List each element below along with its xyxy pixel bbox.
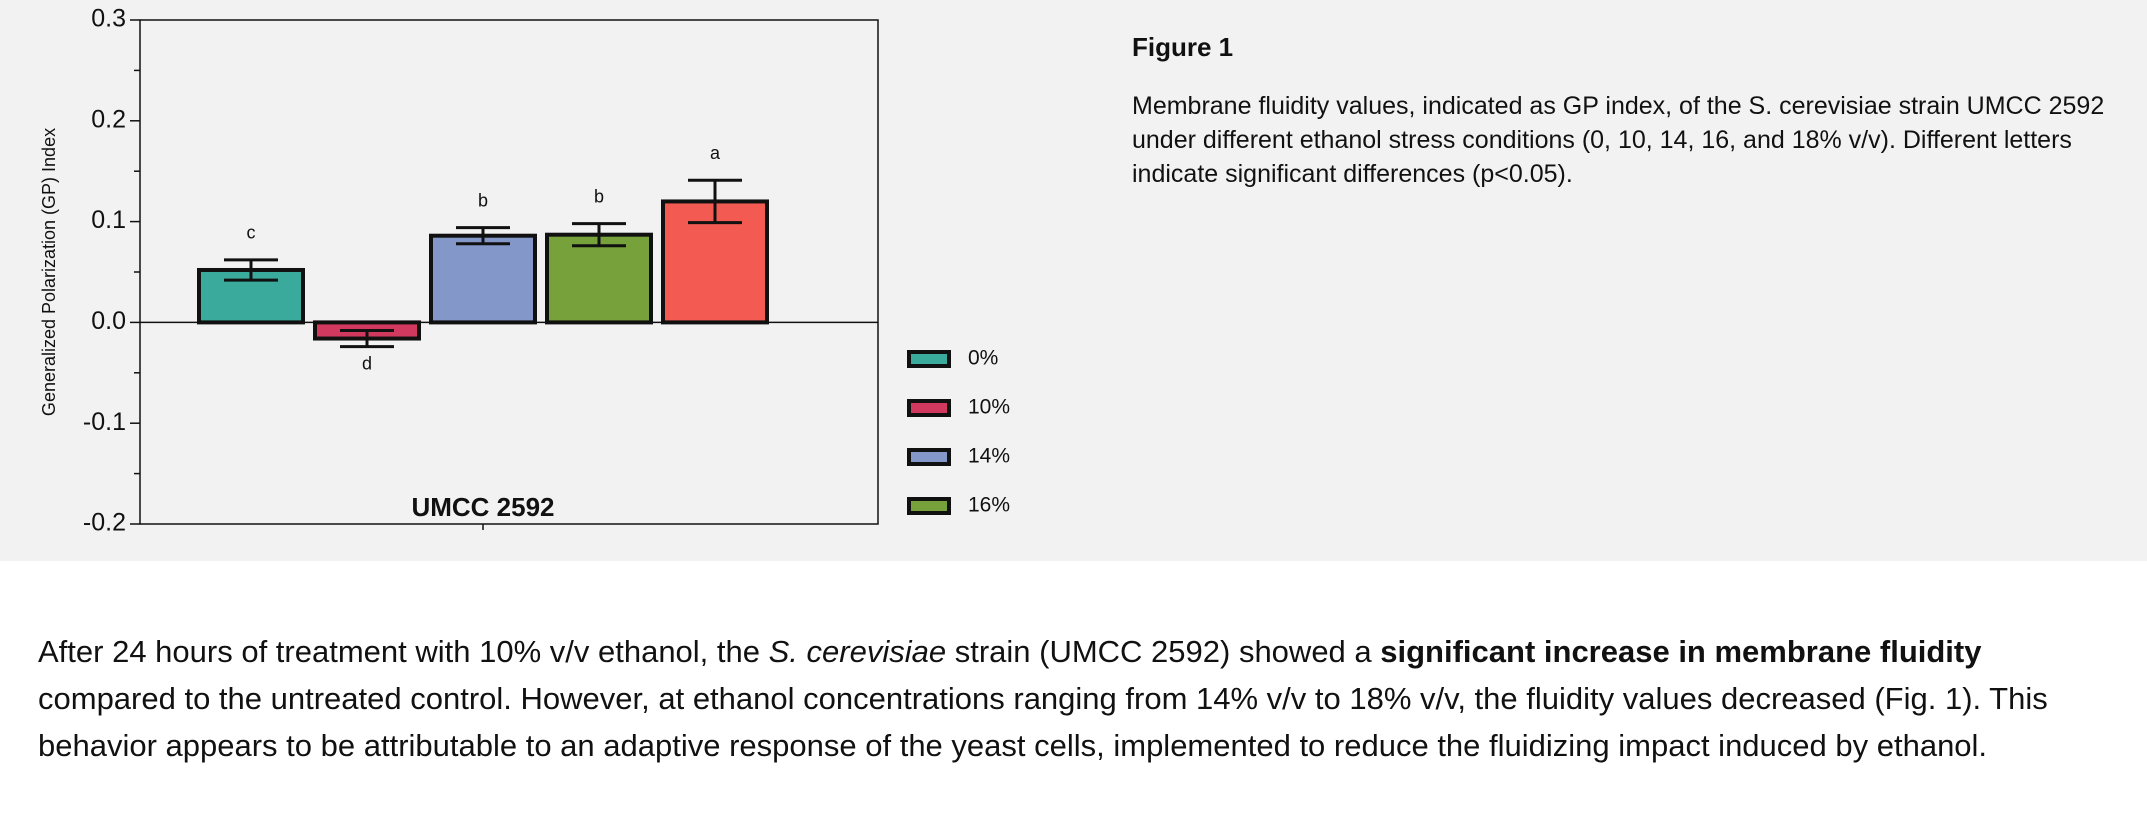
bar [429,233,537,325]
y-tick-label: -0.2 [83,509,126,537]
italic-text: S. cerevisiae [768,634,947,669]
legend-label: 16% [968,494,1010,517]
legend-swatch [907,497,951,515]
bar [545,232,653,325]
y-tick-label: 0.3 [91,5,126,33]
legend-label: 10% [968,396,1010,419]
significance-letter: a [710,143,721,163]
legend-swatch [907,350,951,368]
significance-letter: c [247,223,256,243]
text: strain (UMCC 2592) showed a [946,634,1381,669]
significance-letter: b [478,190,488,210]
bold-text: significant increase in membrane fluidit… [1380,634,1982,669]
figure-caption: Membrane fluidity values, indicated as G… [1132,92,2105,188]
legend-label: 14% [968,445,1010,468]
chart: Generalized Polarization (GP) Index -0.2… [39,5,1010,537]
legend-swatch [907,399,951,417]
y-tick-label: 0.2 [91,105,126,133]
figure-panel: Generalized Polarization (GP) Index -0.2… [0,0,2147,561]
text: After 24 hours of treatment with 10% v/v… [38,634,769,669]
legend-label: 0% [968,347,998,370]
paragraph: After 24 hours of treatment with 10% v/v… [38,628,2118,769]
category-label: UMCC 2592 [411,492,554,522]
y-tick-label: -0.1 [83,408,126,436]
y-tick-label: 0.1 [91,206,126,234]
figure-title: Figure 1 [1132,32,1234,62]
figure-text: Figure 1 Membrane fluidity values, indic… [1132,32,2137,191]
y-axis-label: Generalized Polarization (GP) Index [39,128,59,416]
significance-letter: b [594,186,604,206]
y-tick-label: 0.0 [91,307,126,335]
legend-swatch [907,448,951,466]
significance-letter: d [362,353,372,373]
text: compared to the untreated control. Howev… [38,681,2048,763]
